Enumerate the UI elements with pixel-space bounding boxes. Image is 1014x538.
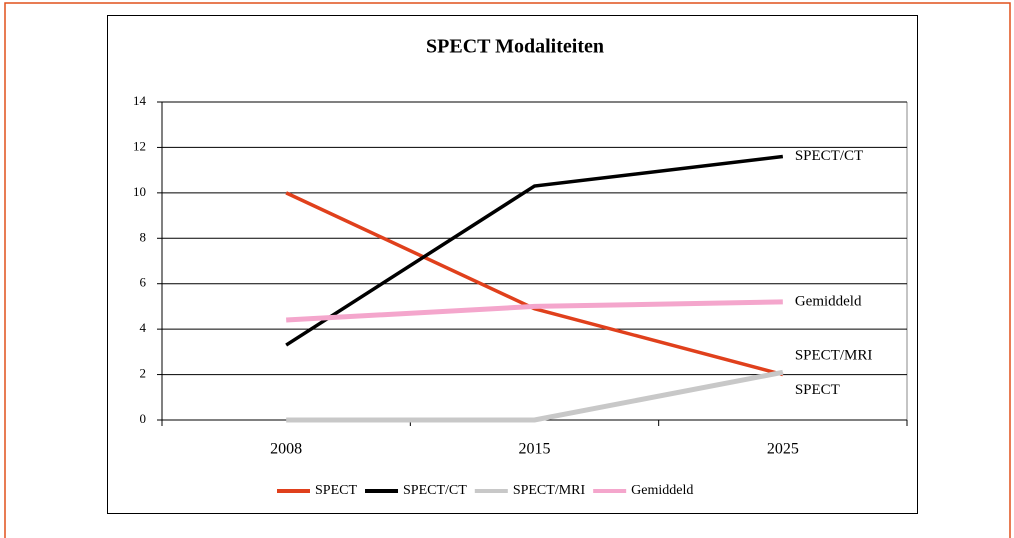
x-tick-label: 2008 — [270, 441, 302, 458]
y-tick-label: 6 — [140, 275, 147, 290]
x-tick-label: 2015 — [519, 441, 551, 458]
legend-label: Gemiddeld — [631, 483, 693, 498]
series-line — [286, 299, 783, 323]
series-end-label: SPECT/MRI — [795, 348, 873, 364]
y-tick-label: 2 — [140, 366, 147, 381]
legend-label: SPECT — [315, 483, 357, 498]
y-tick-label: 4 — [140, 320, 147, 335]
series-end-label: SPECT — [795, 382, 840, 398]
chart-frame — [107, 15, 918, 514]
series-end-label: Gemiddeld — [795, 293, 862, 309]
series-end-label: SPECT/CT — [795, 148, 863, 164]
series-line — [286, 369, 784, 423]
page-frame — [4, 2, 1011, 538]
legend-label: SPECT/CT — [403, 483, 467, 498]
legend-label: SPECT/MRI — [513, 483, 586, 498]
x-tick-label: 2025 — [767, 441, 799, 458]
y-tick-label: 12 — [133, 138, 146, 153]
y-tick-label: 10 — [133, 184, 146, 199]
y-tick-label: 0 — [140, 411, 147, 426]
series-line — [285, 154, 784, 347]
chart-title: SPECT Modaliteiten — [426, 36, 604, 58]
y-tick-label: 8 — [140, 229, 147, 244]
y-tick-label: 14 — [133, 93, 147, 108]
